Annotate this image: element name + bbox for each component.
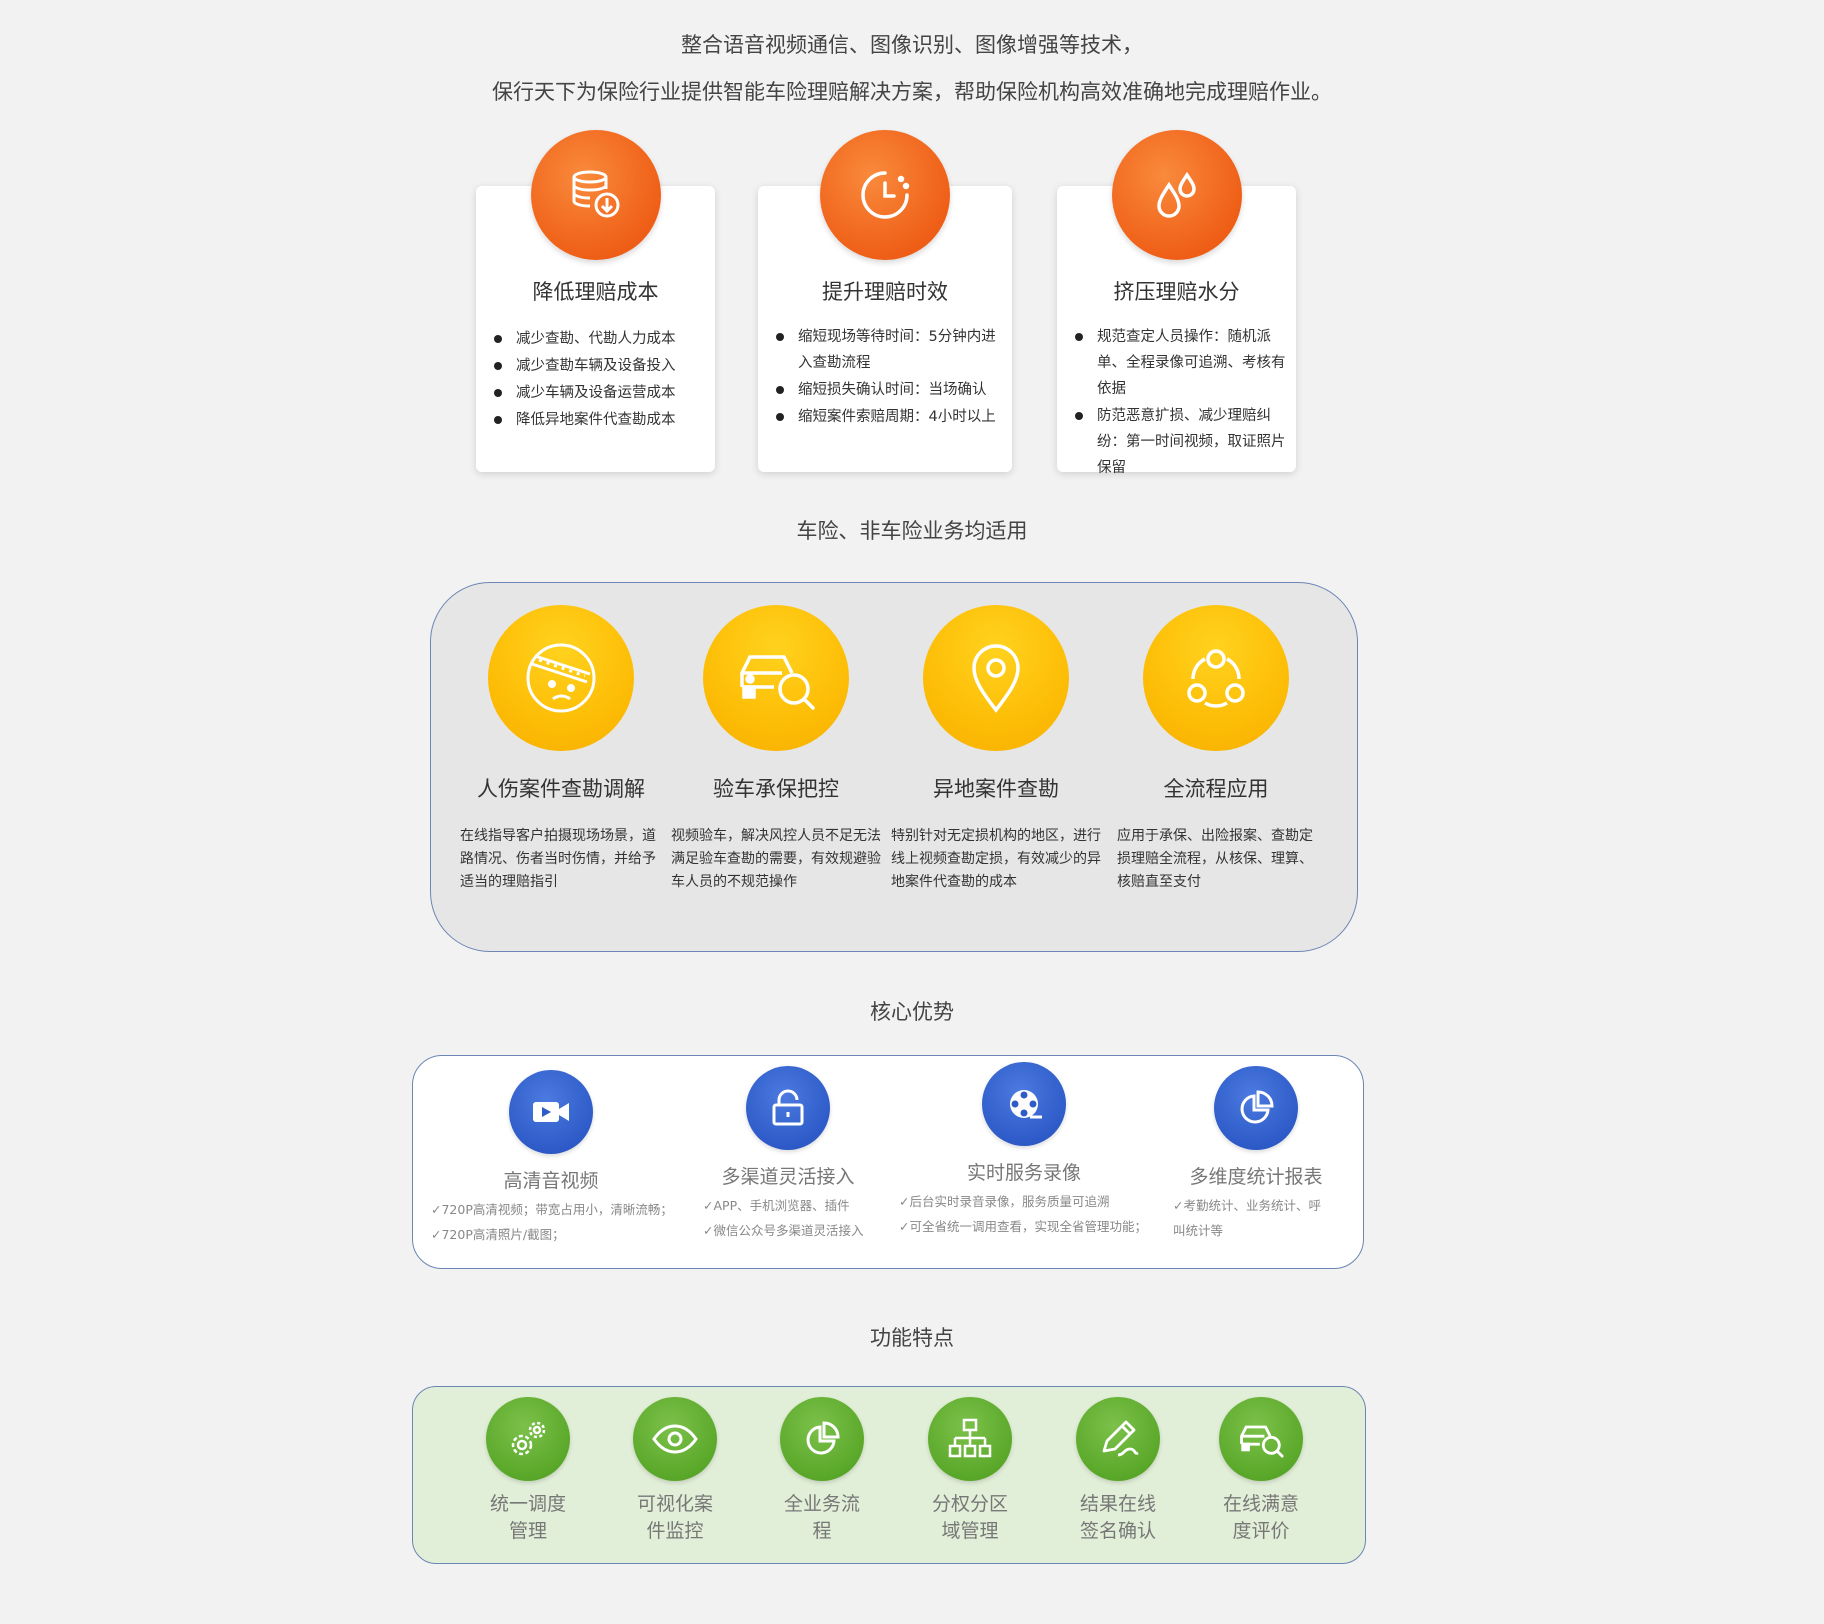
scenario-title: 验车承保把控 [713, 777, 839, 801]
feature-dispatch: 统一调度 管理 [473, 1397, 583, 1545]
advantage-title: 高清音视频 [503, 1170, 599, 1192]
car-search-icon [1219, 1397, 1303, 1481]
feature-visual-monitor: 可视化案 件监控 [620, 1397, 730, 1545]
list-item: 缩短损失确认时间：当场确认 [776, 377, 1002, 403]
pen-sign-icon [1076, 1397, 1160, 1481]
feature-online-sign: 结果在线 签名确认 [1063, 1397, 1173, 1545]
feature-full-process: 全业务流程 [767, 1397, 877, 1545]
feature-title: 在线满意 度评价 [1222, 1493, 1299, 1542]
feature-permissions: 分权分区 域管理 [915, 1397, 1025, 1545]
video-camera-icon [509, 1070, 593, 1154]
benefit-list: 缩短现场等待时间：5分钟内进入查勘流程 缩短损失确认时间：当场确认 缩短案件索赔… [776, 324, 1002, 431]
scenario-desc: 应用于承保、出险报案、查勘定损理赔全流程，从核保、理算、核赔直至支付 [1117, 828, 1313, 890]
list-item: 减少车辆及设备运营成本 [494, 380, 705, 406]
features-panel: 统一调度 管理 可视化案 件监控 全业务流程 [412, 1386, 1366, 1564]
feature-title: 全业务流程 [783, 1493, 860, 1542]
intro-line-1: 整合语音视频通信、图像识别、图像增强等技术， [681, 33, 1143, 57]
advantage-desc: ✓考勤统计、业务统计、呼 叫统计等 [1173, 1198, 1321, 1238]
scenario-remote: 异地案件查勘 特别针对无定损机构的地区，进行线上视频查勘定损，有效减少的异地案件… [891, 605, 1101, 894]
intro-text: 整合语音视频通信、图像识别、图像增强等技术， 保行天下为保险行业提供智能车险理赔… [0, 22, 1824, 116]
list-item: 规范查定人员操作：随机派单、全程录像可追溯、考核有依据 [1075, 324, 1286, 402]
scenario-injury: 人伤案件查勘调解 在线指导客户拍摄现场场景，道路情况、伤者当时伤情，并给予适当的… [456, 605, 666, 894]
feature-title: 统一调度 管理 [489, 1493, 566, 1542]
benefit-card-cost: 降低理赔成本 减少查勘、代勘人力成本 减少查勘车辆及设备投入 减少车辆及设备运营… [476, 130, 715, 472]
feature-satisfaction: 在线满意 度评价 [1206, 1397, 1316, 1545]
bandaged-face-icon [488, 605, 634, 751]
pie-chart-icon [780, 1397, 864, 1481]
location-pin-icon [923, 605, 1069, 751]
features-title: 功能特点 [870, 1326, 954, 1350]
benefit-list: 减少查勘、代勘人力成本 减少查勘车辆及设备投入 减少车辆及设备运营成本 降低异地… [494, 326, 705, 434]
advantage-recording: 实时服务录像 ✓后台实时录音录像，服务质量可追溯 ✓可全省统一调用查看，实现全省… [899, 1062, 1149, 1239]
advantage-title: 多维度统计报表 [1189, 1166, 1323, 1188]
feature-title: 分权分区 域管理 [931, 1493, 1008, 1542]
intro-line-2: 保行天下为保险行业提供智能车险理赔解决方案，帮助保险机构高效准确地完成理赔作业。 [492, 80, 1332, 104]
process-cycle-icon [1143, 605, 1289, 751]
advantage-desc: ✓APP、手机浏览器、插件 ✓微信公众号多渠道灵活接入 [703, 1198, 864, 1238]
scenarios-title: 车险、非车险业务均适用 [796, 519, 1028, 543]
scenario-title: 异地案件查勘 [933, 777, 1059, 801]
feature-title: 可视化案 件监控 [636, 1493, 713, 1542]
feature-title: 结果在线 签名确认 [1079, 1493, 1156, 1542]
benefit-title: 挤压理赔水分 [1113, 280, 1240, 304]
benefit-title: 降低理赔成本 [532, 280, 659, 304]
advantage-title: 实时服务录像 [966, 1162, 1081, 1184]
scenario-inspection: 验车承保把控 视频验车，解决风控人员不足无法满足验车查勘的需要，有效规避验车人员… [671, 605, 881, 894]
advantage-reports: 多维度统计报表 ✓考勤统计、业务统计、呼 叫统计等 [1171, 1066, 1341, 1243]
clock-icon [820, 130, 950, 260]
scenarios-panel: 人伤案件查勘调解 在线指导客户拍摄现场场景，道路情况、伤者当时伤情，并给予适当的… [430, 582, 1358, 952]
film-reel-icon [982, 1062, 1066, 1146]
scenario-desc: 视频验车，解决风控人员不足无法满足验车查勘的需要，有效规避验车人员的不规范操作 [671, 828, 881, 890]
list-item: 减少查勘、代勘人力成本 [494, 326, 705, 352]
org-chart-icon [928, 1397, 1012, 1481]
advantage-desc: ✓后台实时录音录像，服务质量可追溯 ✓可全省统一调用查看，实现全省管理功能； [899, 1194, 1147, 1234]
benefit-title: 提升理赔时效 [822, 280, 948, 304]
scenario-title: 全流程应用 [1163, 777, 1269, 801]
advantages-title: 核心优势 [870, 1000, 954, 1024]
benefit-card-efficiency: 提升理赔时效 缩短现场等待时间：5分钟内进入查勘流程 缩短损失确认时间：当场确认… [758, 130, 1012, 472]
advantages-panel: 高清音视频 ✓720P高清视频；带宽占用小，清晰流畅； ✓720P高清照片/截图… [412, 1055, 1364, 1269]
scenario-desc: 在线指导客户拍摄现场场景，道路情况、伤者当时伤情，并给予适当的理赔指引 [460, 828, 656, 890]
list-item: 降低异地案件代查勘成本 [494, 407, 705, 433]
advantage-desc: ✓720P高清视频；带宽占用小，清晰流畅； ✓720P高清照片/截图； [431, 1202, 673, 1242]
lock-icon [746, 1066, 830, 1150]
benefit-list: 规范查定人员操作：随机派单、全程录像可追溯、考核有依据 防范恶意扩损、减少理赔纠… [1075, 324, 1286, 482]
gears-icon [486, 1397, 570, 1481]
car-search-icon [703, 605, 849, 751]
scenario-title: 人伤案件查勘调解 [477, 777, 645, 801]
pie-chart-icon [1214, 1066, 1298, 1150]
benefit-card-leakage: 挤压理赔水分 规范查定人员操作：随机派单、全程录像可追溯、考核有依据 防范恶意扩… [1057, 130, 1296, 476]
advantage-title: 多渠道灵活接入 [721, 1166, 855, 1188]
water-drops-icon [1111, 130, 1242, 260]
eye-icon [633, 1397, 717, 1481]
scenario-full-process: 全流程应用 应用于承保、出险报案、查勘定损理赔全流程，从核保、理算、核赔直至支付 [1111, 605, 1321, 894]
scenario-desc: 特别针对无定损机构的地区，进行线上视频查勘定损，有效减少的异地案件代查勘的成本 [891, 828, 1101, 890]
list-item: 缩短现场等待时间：5分钟内进入查勘流程 [776, 324, 1002, 376]
database-download-icon [530, 130, 661, 260]
list-item: 减少查勘车辆及设备投入 [494, 353, 705, 379]
list-item: 防范恶意扩损、减少理赔纠纷：第一时间视频，取证照片保留 [1075, 403, 1286, 481]
advantage-hd-av: 高清音视频 ✓720P高清视频；带宽占用小，清晰流畅； ✓720P高清照片/截图… [431, 1070, 673, 1247]
advantage-multi-channel: 多渠道灵活接入 ✓APP、手机浏览器、插件 ✓微信公众号多渠道灵活接入 [703, 1066, 873, 1243]
list-item: 缩短案件索赔周期：4小时以上 [776, 404, 1002, 430]
